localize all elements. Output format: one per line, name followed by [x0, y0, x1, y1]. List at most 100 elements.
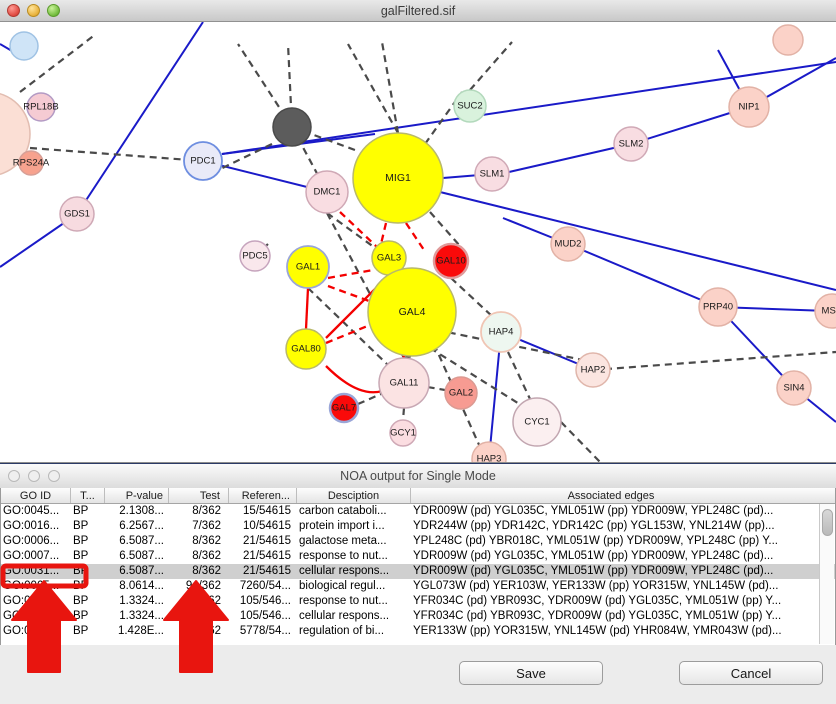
- graph-label-PDC1: PDC1: [190, 156, 215, 167]
- graph-node-MSI[interactable]: [814, 293, 836, 329]
- graph-node-HAP2[interactable]: [575, 352, 611, 388]
- minimize-button[interactable]: [27, 4, 40, 17]
- cell-go-id: GO:0065...: [3, 580, 60, 592]
- graph-node-NIP1[interactable]: [728, 86, 770, 128]
- column-header-description[interactable]: Desciption: [297, 488, 411, 503]
- column-header-go-id[interactable]: GO ID: [1, 488, 71, 503]
- graph-node-PDC1[interactable]: [183, 141, 223, 181]
- cell-reference: 105/546...: [239, 610, 291, 622]
- table-row[interactable]: GO:0050... BP 1.428E... 80/362 5778/54... reg…: [1, 624, 835, 639]
- cell-associated-edges: YFR034C (pd) YBR093C, YDR009W (pd) YGL03…: [413, 610, 782, 622]
- graph-label-HAP3: HAP3: [477, 454, 502, 462]
- graph-label-HAP4: HAP4: [489, 327, 514, 338]
- table-row[interactable]: GO:0031... BP 1.3324... 11/362 105/546... cel…: [1, 609, 835, 624]
- cell-description: protein import i...: [299, 520, 385, 532]
- graph-nodes[interactable]: [0, 24, 836, 462]
- noa-results-table[interactable]: GO ID T... P-value Test Referen... Desci…: [0, 488, 836, 645]
- graph-node-HAP3[interactable]: [471, 441, 507, 462]
- noa-zoom-button[interactable]: [48, 470, 60, 482]
- window-title: galFiltered.sif: [380, 4, 456, 18]
- graph-node-RPS24A[interactable]: [18, 150, 44, 176]
- graph-node-SLM1[interactable]: [474, 156, 510, 192]
- graph-node-PDC5[interactable]: [239, 240, 271, 272]
- cell-associated-edges: YGL073W (pd) YER103W, YER133W (pp) YOR31…: [413, 580, 779, 592]
- table-row[interactable]: GO:0006... BP 6.5087... 8/362 21/54615 galact…: [1, 534, 835, 549]
- graph-node-GDS1[interactable]: [59, 196, 95, 232]
- table-vertical-scrollbar[interactable]: [819, 504, 834, 644]
- cell-type: BP: [73, 595, 89, 607]
- cell-reference: 10/54615: [243, 520, 291, 532]
- cell-test: 8/362: [192, 550, 221, 562]
- column-header-type[interactable]: T...: [71, 488, 105, 503]
- graph-label-RPS24A: RPS24A: [13, 158, 50, 169]
- graph-node-HAP4[interactable]: [480, 311, 522, 353]
- table-scrollbar-thumb[interactable]: [822, 509, 833, 536]
- graph-node-MIG1[interactable]: [352, 132, 444, 224]
- table-row[interactable]: GO:0007... BP 6.5087... 8/362 21/54615 respon…: [1, 549, 835, 564]
- cell-type: BP: [73, 550, 89, 562]
- cell-pvalue: 1.428E...: [117, 625, 164, 637]
- table-row[interactable]: GO:0065... BP 8.0614... 94/362 7260/54... bio…: [1, 579, 835, 594]
- cell-description: galactose meta...: [299, 535, 387, 547]
- noa-minimize-button[interactable]: [28, 470, 40, 482]
- noa-close-button[interactable]: [8, 470, 20, 482]
- cell-pvalue: 1.3324...: [119, 595, 164, 607]
- graph-node-GCY1[interactable]: [389, 419, 417, 447]
- graph-node-SUC2[interactable]: [453, 89, 487, 123]
- network-graph-svg[interactable]: RPL18B RPS24A GDS1 PDC1 PDC5 DMC1 SUC2 M…: [0, 22, 836, 462]
- graph-node-SLM2[interactable]: [613, 126, 649, 162]
- table-row[interactable]: GO:0031... BP 1.3324... 11/362 105/546... res…: [1, 594, 835, 609]
- table-row[interactable]: GO:0016... BP 6.2567... 7/362 10/54615 protei…: [1, 519, 835, 534]
- cell-go-id: GO:0006...: [3, 535, 60, 547]
- graph-node-DMC1[interactable]: [305, 170, 349, 214]
- cell-test: 11/362: [186, 595, 221, 607]
- graph-label-MSI: MSI: [822, 306, 836, 317]
- network-graph-canvas[interactable]: RPL18B RPS24A GDS1 PDC1 PDC5 DMC1 SUC2 M…: [0, 22, 836, 462]
- graph-node-GAL11[interactable]: [378, 357, 430, 409]
- cell-type: BP: [73, 580, 89, 592]
- graph-node-PRP40[interactable]: [698, 287, 738, 327]
- graph-node-GAL7[interactable]: [328, 392, 360, 424]
- graph-label-SIN4: SIN4: [783, 383, 804, 394]
- table-row[interactable]: GO:0031... BP 6.5087... 8/362 21/54615 cellul…: [1, 564, 835, 579]
- cell-pvalue: 8.0614...: [119, 580, 164, 592]
- graph-node-unlabeled-dark[interactable]: [272, 107, 312, 147]
- graph-node-MUD2[interactable]: [550, 226, 586, 262]
- graph-node-CYC1[interactable]: [512, 397, 562, 447]
- column-header-pvalue[interactable]: P-value: [105, 488, 169, 503]
- cell-type: BP: [73, 610, 89, 622]
- save-button[interactable]: Save: [459, 661, 603, 685]
- graph-node-labels: RPL18B RPS24A GDS1 PDC1 PDC5 DMC1 SUC2 M…: [13, 101, 836, 462]
- graph-node-SIN4[interactable]: [776, 370, 812, 406]
- noa-traffic-lights[interactable]: [8, 470, 60, 482]
- cell-reference: 21/54615: [243, 535, 291, 547]
- graph-node-GAL4[interactable]: [367, 267, 457, 357]
- graph-node-GAL2[interactable]: [444, 376, 478, 410]
- cell-associated-edges: YDR009W (pd) YGL035C, YML051W (pp) YDR00…: [413, 550, 774, 562]
- column-header-reference[interactable]: Referen...: [229, 488, 297, 503]
- zoom-button[interactable]: [47, 4, 60, 17]
- graph-label-GAL2: GAL2: [449, 388, 473, 399]
- graph-label-RPL18B: RPL18B: [23, 102, 58, 113]
- pd-edges: [19, 33, 836, 462]
- cell-go-id: GO:0050...: [3, 625, 60, 637]
- graph-node-GAL10[interactable]: [432, 242, 470, 280]
- table-row[interactable]: GO:0045... BP 2.1308... 8/362 15/54615 carbon…: [1, 504, 835, 519]
- graph-node-partial-topleft[interactable]: [9, 31, 39, 61]
- table-header-row[interactable]: GO ID T... P-value Test Referen... Desci…: [1, 488, 835, 504]
- cancel-button[interactable]: Cancel: [679, 661, 823, 685]
- cell-description: response to nut...: [299, 550, 388, 562]
- graph-label-HAP2: HAP2: [581, 365, 606, 376]
- column-header-associated-edges[interactable]: Associated edges: [567, 490, 655, 502]
- window-traffic-lights[interactable]: [7, 4, 60, 17]
- column-header-test[interactable]: Test: [169, 488, 229, 503]
- graph-label-MIG1: MIG1: [385, 172, 411, 184]
- graph-node-RPL18B[interactable]: [26, 92, 56, 122]
- cell-type: BP: [73, 565, 89, 577]
- graph-node-GAL1[interactable]: [286, 245, 330, 289]
- graph-node-partial-top[interactable]: [772, 24, 804, 56]
- close-button[interactable]: [7, 4, 20, 17]
- cell-go-id: GO:0007...: [3, 550, 60, 562]
- graph-node-GAL80[interactable]: [285, 328, 327, 370]
- table-body[interactable]: GO:0045... BP 2.1308... 8/362 15/54615 carbon…: [1, 504, 835, 644]
